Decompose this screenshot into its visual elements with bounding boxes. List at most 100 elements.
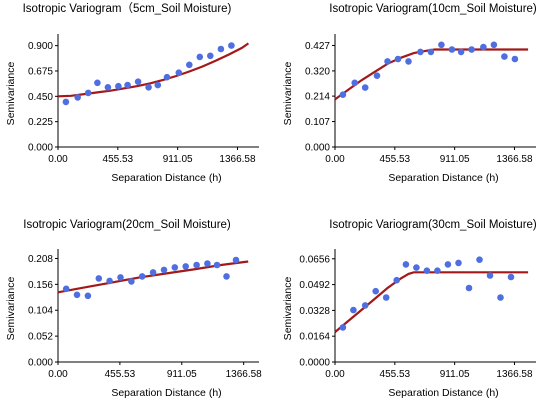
- data-point: [163, 73, 171, 81]
- y-tick-label: 0.320: [305, 66, 330, 77]
- model-curve: [334, 48, 529, 101]
- x-tick-label: 911.05: [167, 369, 197, 380]
- x-tick-label: 1366.58: [496, 154, 533, 165]
- data-point: [217, 45, 225, 53]
- data-point: [175, 69, 183, 76]
- y-tick-label: 0.0656: [299, 254, 330, 265]
- x-tick-label: 0.00: [48, 369, 68, 380]
- data-point: [372, 287, 380, 295]
- data-point: [196, 53, 204, 61]
- data-point: [134, 78, 142, 85]
- data-point: [455, 259, 462, 267]
- data-point: [434, 267, 441, 275]
- data-point: [186, 61, 193, 69]
- data-point: [468, 46, 475, 53]
- data-point: [128, 278, 135, 285]
- chart-panel-1: Isotropic Variogram（5cm_Soil Moisture) 0.…: [5, 2, 259, 184]
- data-point: [182, 263, 189, 270]
- data-point: [138, 273, 146, 280]
- x-tick-label: 911.05: [163, 154, 193, 165]
- x-tick-label: 455.53: [380, 154, 411, 165]
- chart-panel-3: Isotropic Variogram(20cm_Soil Moisture) 0…: [5, 219, 262, 399]
- data-point: [73, 291, 81, 299]
- chart-title: Isotropic Variogram(10cm_Soil Moisture): [329, 3, 537, 15]
- data-point: [497, 294, 504, 301]
- data-point: [476, 256, 483, 264]
- data-point: [62, 285, 70, 293]
- y-tick-label: 0.107: [305, 117, 330, 128]
- y-tick-label: 0.225: [28, 117, 53, 128]
- chart-title: Isotropic Variogram（5cm_Soil Moisture): [23, 2, 232, 15]
- model-curve: [334, 271, 529, 333]
- data-point: [207, 52, 214, 60]
- data-point: [154, 81, 162, 89]
- data-point: [423, 267, 431, 275]
- data-point: [350, 306, 357, 314]
- data-point: [223, 273, 230, 280]
- y-tick-label: 0.450: [28, 92, 53, 103]
- x-tick-label: 1366.58: [226, 369, 263, 380]
- x-tick-label: 455.53: [103, 154, 134, 165]
- x-axis-label: Separation Distance (h): [388, 387, 498, 399]
- data-point: [405, 58, 412, 65]
- y-tick-label: 0.0328: [299, 306, 330, 317]
- data-point: [511, 55, 519, 63]
- y-tick-label: 0.000: [305, 143, 330, 154]
- data-point: [171, 264, 179, 271]
- data-point: [193, 261, 200, 269]
- y-tick-label: 0.0000: [299, 358, 330, 369]
- data-point: [94, 79, 101, 87]
- y-tick-label: 0.427: [305, 41, 330, 52]
- chart-panel-4: Isotropic Variogram(30cm_Soil Moisture) 0…: [282, 219, 537, 399]
- data-point: [465, 284, 473, 292]
- data-point: [457, 48, 465, 56]
- data-point: [228, 42, 235, 49]
- chart-title: Isotropic Variogram(20cm_Soil Moisture): [23, 219, 231, 231]
- chart-panel-2: Isotropic Variogram(10cm_Soil Moisture) 0…: [282, 3, 537, 184]
- x-tick-label: 911.05: [440, 154, 470, 165]
- data-point: [490, 41, 498, 49]
- data-point: [480, 43, 487, 51]
- x-tick-label: 455.53: [380, 369, 411, 380]
- data-point: [486, 272, 494, 279]
- data-point: [361, 84, 369, 91]
- y-axis-label: Semivariance: [282, 62, 294, 126]
- data-point: [339, 91, 347, 98]
- data-point: [213, 261, 221, 269]
- data-point: [115, 82, 122, 90]
- x-tick-label: 0.00: [48, 154, 68, 165]
- data-point: [117, 274, 124, 281]
- data-point: [232, 256, 240, 264]
- x-tick-label: 911.05: [440, 369, 470, 380]
- data-point: [62, 98, 70, 106]
- data-point: [160, 266, 168, 274]
- chart-title: Isotropic Variogram(30cm_Soil Moisture): [329, 219, 537, 231]
- y-tick-label: 0.208: [28, 254, 53, 265]
- data-point: [393, 276, 401, 284]
- y-axis-label: Semivariance: [5, 62, 17, 126]
- data-point: [444, 261, 452, 268]
- data-point: [124, 81, 131, 89]
- y-tick-label: 0.052: [28, 332, 53, 343]
- x-tick-label: 1366.58: [496, 369, 533, 380]
- y-tick-label: 0.900: [28, 41, 53, 52]
- x-axis-label: Separation Distance (h): [388, 172, 498, 184]
- y-tick-label: 0.000: [28, 143, 53, 154]
- x-tick-label: 0.00: [325, 369, 345, 380]
- data-point: [373, 72, 381, 79]
- data-point: [384, 58, 391, 65]
- data-point: [501, 53, 508, 60]
- x-tick-label: 455.53: [105, 369, 136, 380]
- data-point: [394, 55, 402, 63]
- x-axis-label: Separation Distance (h): [111, 387, 221, 399]
- data-point: [382, 294, 390, 301]
- data-point: [104, 84, 112, 91]
- data-point: [84, 89, 92, 97]
- y-axis-label: Semivariance: [282, 277, 294, 341]
- y-tick-label: 0.000: [28, 358, 53, 369]
- data-point: [413, 264, 420, 271]
- data-point: [84, 292, 92, 300]
- data-point: [417, 48, 424, 56]
- data-point: [74, 94, 81, 101]
- y-tick-label: 0.156: [28, 280, 53, 291]
